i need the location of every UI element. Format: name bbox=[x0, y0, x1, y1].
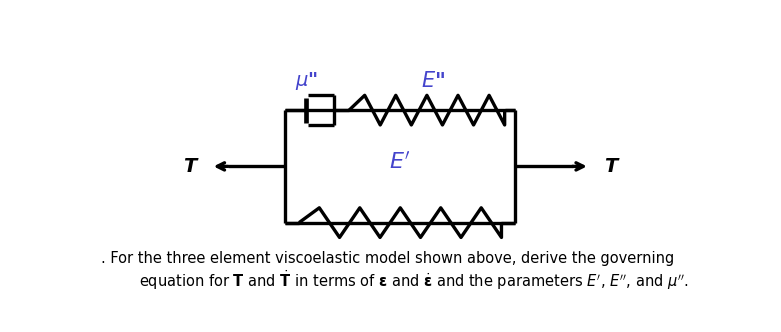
Text: $E$": $E$" bbox=[421, 71, 445, 91]
Text: . For the three element viscoelastic model shown above, derive the governing: . For the three element viscoelastic mod… bbox=[101, 251, 674, 266]
Text: T: T bbox=[604, 157, 618, 176]
Text: $\mu$": $\mu$" bbox=[295, 70, 318, 92]
Text: $E'$: $E'$ bbox=[390, 151, 411, 174]
Text: T: T bbox=[183, 157, 196, 176]
Text: equation for $\mathbf{T}$ and $\dot{\mathbf{T}}$ in terms of $\mathbf{\varepsilo: equation for $\mathbf{T}$ and $\dot{\mat… bbox=[139, 268, 688, 292]
